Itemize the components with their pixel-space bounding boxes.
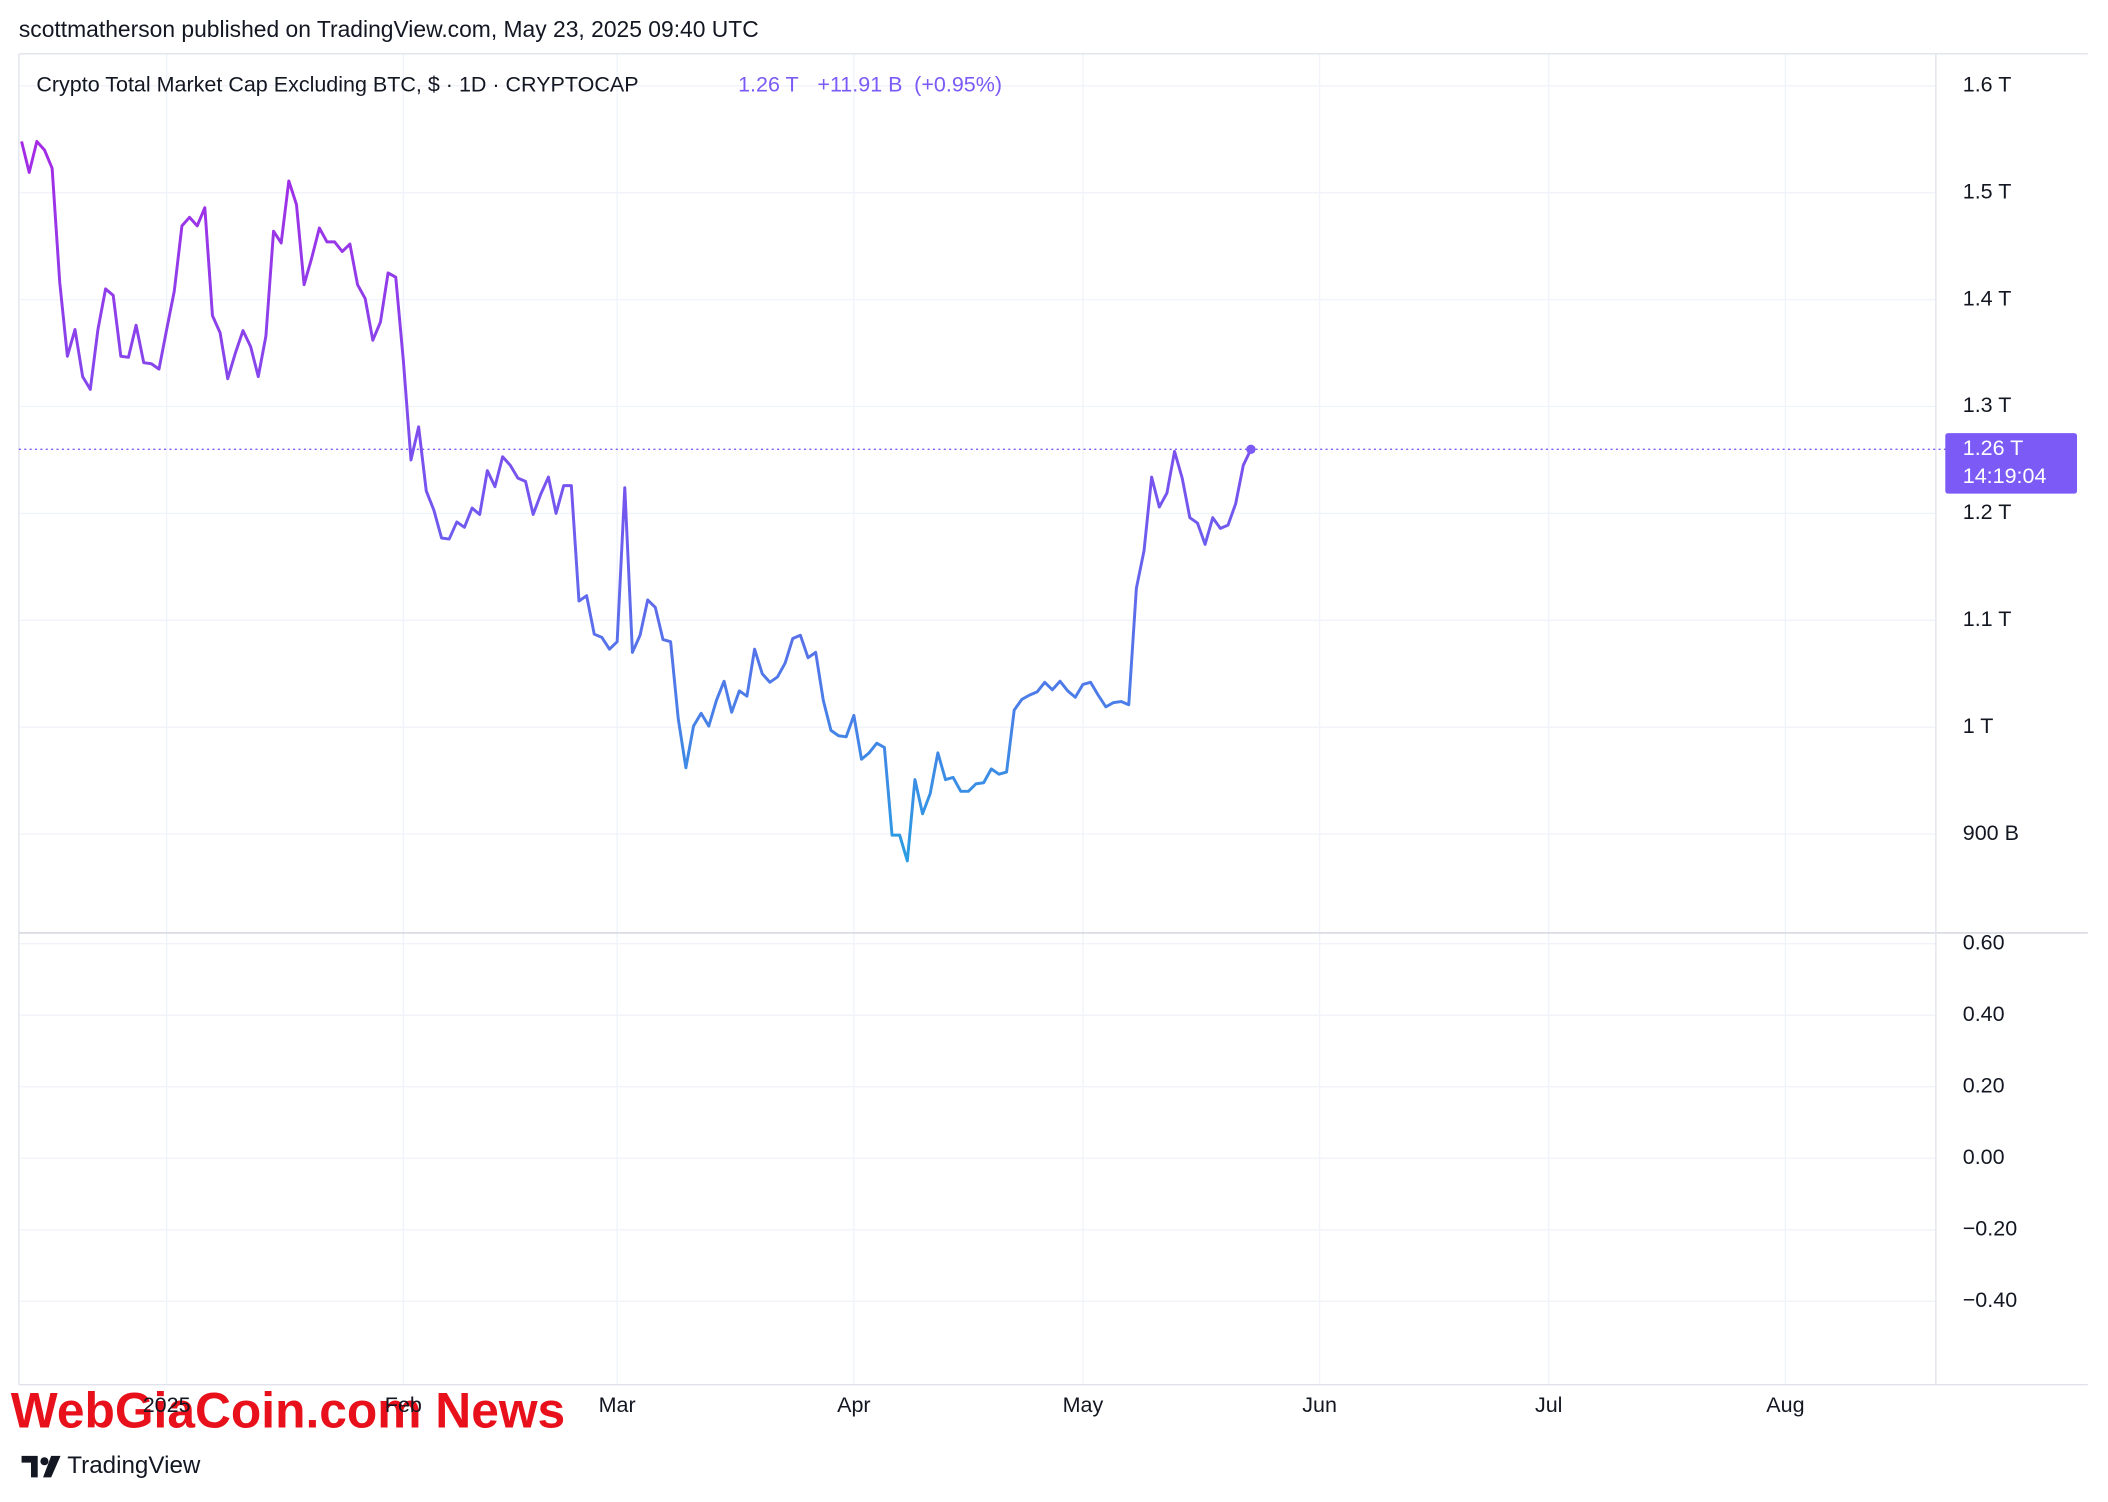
y2-tick-label: −0.40: [1963, 1288, 2017, 1312]
x-tick-label: Mar: [599, 1393, 636, 1417]
y2-tick-label: 0.40: [1963, 1002, 2005, 1026]
legend-change-pct: (+0.95%): [914, 73, 1002, 97]
legend-value: 1.26 T: [738, 73, 799, 97]
y2-tick-label: −0.20: [1963, 1216, 2017, 1240]
tradingview-logo: [21, 1455, 61, 1478]
price-line: [20, 139, 1253, 863]
x-tick-label: Jun: [1302, 1393, 1337, 1417]
y2-tick-label: 0.20: [1963, 1073, 2005, 1097]
x-tick-label: Jul: [1535, 1393, 1562, 1417]
watermark: WebGiaCoin.com News: [11, 1382, 565, 1438]
countdown: 14:19:04: [1963, 464, 2047, 488]
y-tick-label: 1.2 T: [1963, 500, 2012, 524]
y-tick-label: 1.5 T: [1963, 179, 2012, 203]
x-tick-label: Feb: [385, 1393, 422, 1417]
logo-mark: [21, 1455, 38, 1478]
header: scottmatherson published on TradingView.…: [19, 16, 759, 42]
y-tick-label: 1.4 T: [1963, 286, 2012, 310]
y-tick-label: 1 T: [1963, 714, 1994, 738]
x-tick-label: May: [1063, 1393, 1104, 1417]
y-tick-label: 900 B: [1963, 821, 2019, 845]
x-tick-label: Aug: [1766, 1393, 1804, 1417]
legend-change: +11.91 B: [817, 73, 902, 97]
price-label: 1.26 T: [1963, 436, 2024, 460]
x-tick-label: 2025: [143, 1393, 191, 1417]
y-tick-label: 1.6 T: [1963, 73, 2012, 97]
y-tick-label: 1.3 T: [1963, 393, 2012, 417]
y2-tick-label: 0.60: [1963, 930, 2005, 954]
brand: TradingView: [67, 1452, 201, 1479]
y-tick-label: 1.1 T: [1963, 607, 2012, 631]
last-point: [1246, 444, 1256, 454]
legend-title: Crypto Total Market Cap Excluding BTC, $…: [36, 73, 638, 97]
x-tick-label: Apr: [837, 1393, 870, 1417]
logo-slash: [43, 1455, 61, 1478]
grid: [18, 53, 1936, 1385]
price-label-box: [1945, 433, 2078, 494]
plot: 1.26 T 14:19:04: [18, 139, 2078, 863]
logo-dot: [40, 1457, 49, 1466]
y2-tick-label: 0.00: [1963, 1145, 2005, 1169]
